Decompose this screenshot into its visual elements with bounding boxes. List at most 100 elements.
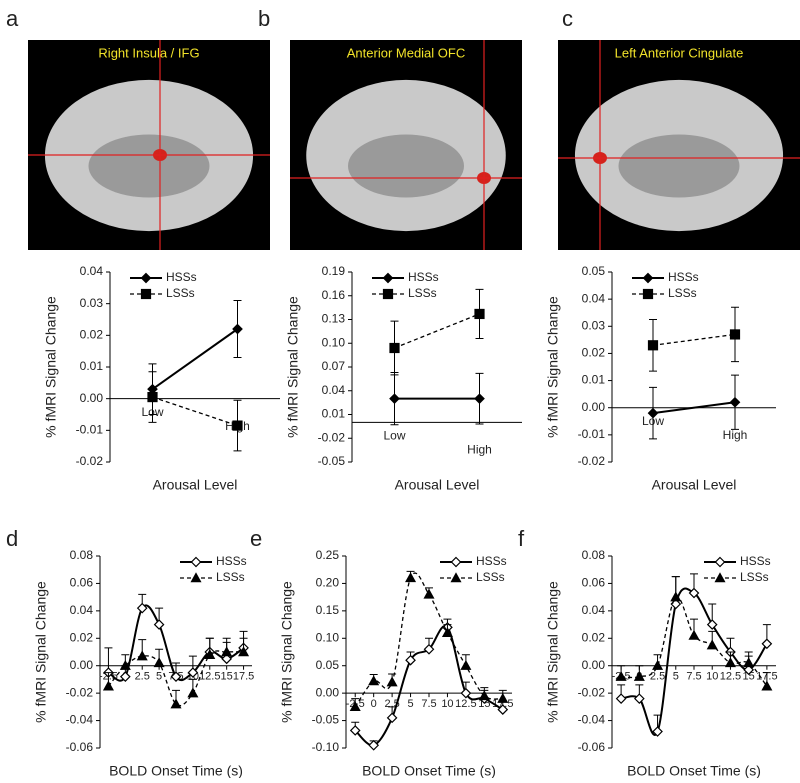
data-point xyxy=(136,650,148,661)
data-point xyxy=(170,671,182,683)
legend-label: LSSs xyxy=(668,286,697,300)
data-point xyxy=(238,646,250,657)
data-point xyxy=(724,657,736,668)
legend-marker xyxy=(382,272,394,284)
data-point xyxy=(389,342,400,354)
legend-label: HSSs xyxy=(476,554,507,568)
data-point xyxy=(119,671,131,683)
x-axis-title: Arousal Level xyxy=(652,477,737,493)
legend-marker xyxy=(714,556,726,568)
legend-label: HSSs xyxy=(166,270,197,284)
y-tick-label: 0.02 xyxy=(582,630,606,644)
data-point xyxy=(423,588,435,599)
data-point xyxy=(497,704,509,715)
y-tick-label: -0.04 xyxy=(578,713,606,727)
data-point xyxy=(119,659,131,670)
legend-label: LSSs xyxy=(740,570,769,584)
data-point xyxy=(633,670,645,681)
data-point xyxy=(368,739,380,751)
x-tick-label: Low xyxy=(383,429,405,443)
y-tick-label: -0.10 xyxy=(312,740,340,754)
legend-label: HSSs xyxy=(740,554,771,568)
image-title: Right Insula / IFG xyxy=(98,45,199,60)
data-point xyxy=(389,393,400,405)
series-line xyxy=(152,396,238,427)
data-point xyxy=(460,659,472,670)
y-tick-label: 0.00 xyxy=(582,400,606,414)
legend-label: LSSs xyxy=(166,286,195,300)
legend-label: HSSs xyxy=(408,270,439,284)
data-point xyxy=(670,591,682,602)
x-axis-title: BOLD Onset Time (s) xyxy=(362,763,496,778)
y-tick-label: -0.02 xyxy=(578,685,606,699)
series-line xyxy=(394,313,480,349)
data-point xyxy=(688,629,700,640)
y-tick-label: -0.01 xyxy=(578,427,606,441)
y-tick-label: 0.10 xyxy=(322,335,346,349)
panel-letter: b xyxy=(258,6,270,31)
x-tick-label: High xyxy=(467,443,492,457)
y-axis-title: % fMRI Signal Change xyxy=(43,296,59,438)
y-tick-label: -0.06 xyxy=(578,740,606,754)
x-axis-title: Arousal Level xyxy=(395,477,480,493)
y-tick-label: 0.06 xyxy=(70,576,94,590)
data-point xyxy=(187,687,199,698)
y-tick-label: 0.16 xyxy=(322,288,346,302)
data-point xyxy=(349,701,361,712)
y-tick-label: 0.05 xyxy=(316,658,340,672)
y-axis-title: % fMRI Signal Change xyxy=(33,581,49,723)
y-tick-label: 0.15 xyxy=(316,603,340,617)
brain-inner xyxy=(348,134,464,198)
y-tick-label: 0.04 xyxy=(80,264,104,278)
legend-marker xyxy=(140,288,152,300)
data-point xyxy=(153,657,165,668)
y-tick-label: 0.20 xyxy=(316,576,340,590)
y-tick-label: 0.00 xyxy=(80,391,104,405)
x-tick-label: 10 xyxy=(441,698,453,710)
y-tick-label: -0.05 xyxy=(312,713,340,727)
data-point xyxy=(349,725,361,736)
legend-label: LSSs xyxy=(476,570,505,584)
y-tick-label: 0.02 xyxy=(70,630,94,644)
legend-marker xyxy=(642,272,654,284)
x-tick-label: 17.5 xyxy=(233,671,254,683)
y-tick-label: 0.00 xyxy=(70,658,94,672)
y-tick-label: 0.01 xyxy=(322,407,346,421)
data-point xyxy=(647,407,659,419)
y-tick-label: -0.02 xyxy=(318,430,346,444)
data-point xyxy=(478,690,490,701)
image-title: Anterior Medial OFC xyxy=(347,45,465,60)
y-tick-label: 0.04 xyxy=(322,383,346,397)
legend-marker xyxy=(190,572,202,583)
panel-letter: f xyxy=(518,526,525,551)
y-tick-label: 0.04 xyxy=(582,291,606,305)
x-tick-label: 15 xyxy=(221,671,233,683)
x-tick-label: 5 xyxy=(407,698,413,710)
x-tick-label: 5 xyxy=(156,671,162,683)
data-point xyxy=(460,687,472,699)
legend-marker xyxy=(450,572,462,583)
legend-marker xyxy=(140,272,152,284)
x-tick-label: High xyxy=(723,428,748,442)
y-tick-label: 0.19 xyxy=(322,264,346,278)
data-point xyxy=(232,323,243,335)
y-tick-label: 0.01 xyxy=(582,373,606,387)
data-point xyxy=(147,391,158,403)
legend-label: LSSs xyxy=(408,286,437,300)
data-point xyxy=(386,676,398,687)
y-tick-label: 0.25 xyxy=(316,548,340,562)
data-point xyxy=(652,726,663,737)
data-point xyxy=(474,393,485,405)
data-point xyxy=(706,639,718,650)
series-line xyxy=(620,587,768,736)
y-tick-label: -0.05 xyxy=(318,454,346,468)
data-point xyxy=(729,329,741,340)
x-tick-label: 7.5 xyxy=(686,671,701,683)
y-tick-label: -0.02 xyxy=(66,685,94,699)
data-point xyxy=(743,657,755,668)
y-tick-label: 0.13 xyxy=(322,312,346,326)
y-tick-label: -0.02 xyxy=(578,454,606,468)
data-point xyxy=(497,692,509,703)
legend-marker xyxy=(190,556,202,568)
